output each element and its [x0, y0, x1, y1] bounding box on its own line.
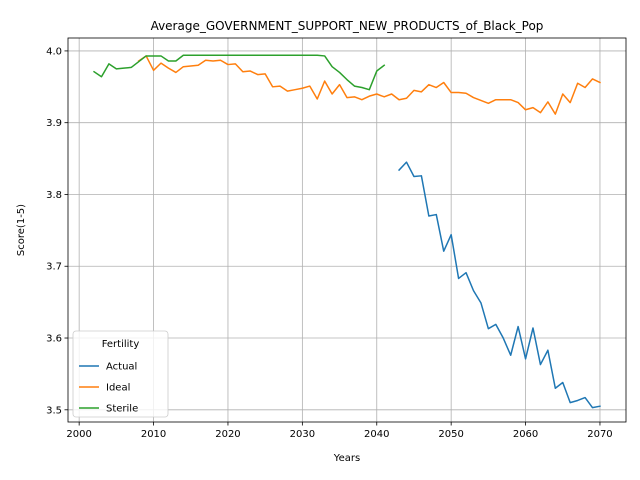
x-axis-label: Years — [333, 453, 360, 464]
legend-title: Fertility — [102, 339, 140, 350]
legend-label-actual: Actual — [106, 362, 137, 373]
y-tick-label: 3.9 — [46, 118, 62, 129]
plot-frame — [67, 37, 627, 423]
x-tick-label: 2030 — [290, 429, 315, 440]
y-tick-label: 3.8 — [46, 190, 62, 201]
series-line-ideal — [137, 55, 601, 115]
legend-label-ideal: Ideal — [106, 383, 130, 394]
series-line-actual — [398, 161, 601, 409]
x-tick-label: 2070 — [587, 429, 612, 440]
axis-ticks: 2000 2010 2020 2030 2040 2050 2060 2070 3.5 3.6 3.… — [46, 46, 613, 440]
y-axis-label: Score(1-5) — [16, 204, 27, 256]
x-tick-label: 2040 — [364, 429, 389, 440]
y-tick-label: 4.0 — [46, 46, 62, 57]
y-tick-label: 3.7 — [46, 262, 62, 273]
x-tick-label: 2010 — [141, 429, 166, 440]
y-tick-label: 3.5 — [46, 405, 62, 416]
series-line-sterile — [92, 54, 386, 91]
legend-box — [72, 330, 169, 418]
y-tick-label: 3.6 — [46, 334, 62, 345]
x-tick-label: 2000 — [66, 429, 91, 440]
x-tick-label: 2020 — [215, 429, 240, 440]
x-tick-label: 2050 — [438, 429, 463, 440]
legend: Fertility Actual Ideal Sterile — [72, 330, 169, 418]
x-tick-label: 2060 — [513, 429, 538, 440]
chart-title: Average_GOVERNMENT_SUPPORT_NEW_PRODUCTS_… — [151, 19, 544, 33]
legend-label-sterile: Sterile — [106, 404, 138, 415]
series-lines — [92, 54, 601, 409]
legend-entries: Actual Ideal Sterile — [79, 362, 138, 415]
